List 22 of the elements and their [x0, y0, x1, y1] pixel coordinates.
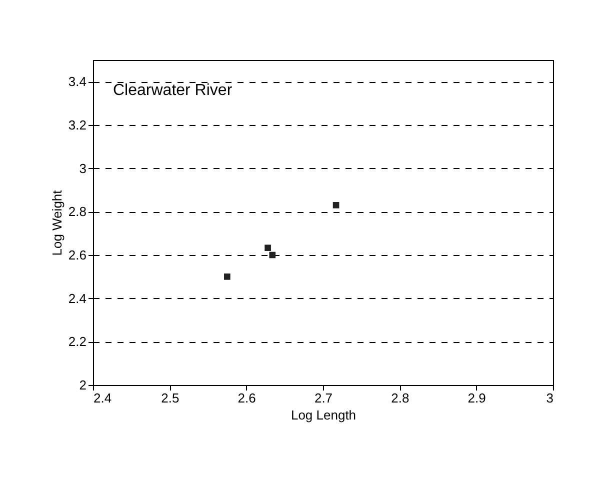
point [269, 252, 276, 258]
y-tick-label: 2.2 [68, 334, 86, 350]
x-tick-label: 2.4 [94, 390, 112, 406]
y-tick-label: 3.4 [68, 74, 86, 90]
x-tick-label: 2.8 [391, 390, 410, 406]
x-tick-label: 2.9 [468, 390, 486, 406]
y-axis-title: Log Weight [49, 190, 64, 256]
y-tick-label: 2 [79, 378, 86, 392]
x-tick-label: 2.6 [238, 390, 256, 406]
y-tick-label: 2.6 [68, 248, 86, 262]
point [332, 202, 340, 208]
point [224, 274, 230, 280]
y-tick-label: 2.8 [68, 204, 86, 220]
y-tick-label: 2.4 [68, 290, 86, 306]
y-tick-label: 3.2 [68, 118, 86, 132]
annotation: Clearwater River [113, 82, 233, 99]
x-tick-label: 2.5 [161, 390, 180, 406]
point [264, 244, 271, 252]
x-axis-title: Log Length [290, 408, 356, 422]
x-tick-label: 2.7 [314, 390, 333, 406]
y-tick-label: 3 [79, 160, 86, 176]
x-tick-label: 3 [546, 390, 554, 406]
